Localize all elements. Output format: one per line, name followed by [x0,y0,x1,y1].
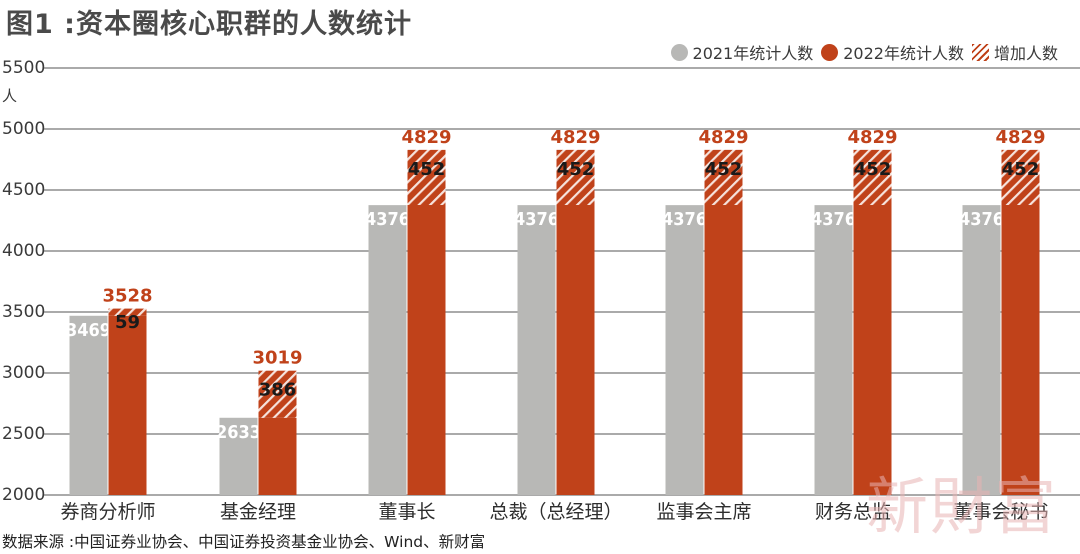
bar-increase [556,149,595,206]
legend-label-2022: 2022年统计人数 [843,44,964,63]
value-label-increase: 452 [1002,159,1040,180]
category-label: 券商分析师 [60,501,155,523]
y-tick-label: 4500 [2,180,45,200]
source-note: 数据来源 :中国证券业协会、中国证券投资基金业协会、Wind、新财富 [2,533,486,551]
legend-swatch-increase [971,43,989,61]
legend-item-2021: 2021年统计人数 [670,40,814,64]
category-label: 董事会秘书 [953,501,1048,523]
legend-label-2021: 2021年统计人数 [692,44,814,63]
value-label-2022: 4829 [847,127,897,148]
legend-item-increase: 增加人数 [971,40,1058,64]
y-tick-label: 5000 [2,119,45,139]
bar-2021 [962,205,1001,496]
bar-2022 [407,205,446,496]
bar-2021 [814,205,853,496]
category-label: 董事长 [378,501,435,523]
value-label-increase: 452 [854,159,892,180]
category-label: 财务总监 [815,501,891,523]
value-label-2022: 3019 [252,348,302,369]
y-axis-unit-label: 人 [2,87,17,105]
bar-increase [1001,149,1040,206]
bar-2021 [665,205,704,496]
value-label-2021: 4376 [662,209,707,230]
value-label-2021: 4376 [514,209,559,230]
y-tick-label: 3000 [2,363,45,383]
y-tick-label: 5500 [2,58,45,78]
value-label-2021: 2633 [216,422,261,443]
category-label: 监事会主席 [656,501,751,523]
value-label-2022: 3528 [102,286,152,307]
legend-label-increase: 增加人数 [993,44,1058,63]
value-label-2022: 4829 [698,127,748,148]
bar-increase [108,308,147,316]
value-label-increase: 452 [705,159,743,180]
chart-title: 图1 :资本圈核心职群的人数统计 [6,9,412,40]
category-label: 基金经理 [220,501,296,523]
bar-2022 [1001,205,1040,496]
value-label-increase: 452 [557,159,595,180]
bar-increase [704,149,743,206]
value-label-2022: 4829 [401,127,451,148]
bar-increase [853,149,892,206]
bar-2022 [108,315,147,495]
bar-2021 [219,417,258,495]
value-label-increase: 452 [408,159,446,180]
legend-swatch-2022 [821,43,839,61]
bar-increase [407,149,446,206]
y-tick-label: 2500 [2,424,45,444]
y-tick-label: 4000 [2,241,45,261]
value-label-2021: 4376 [959,209,1004,230]
bar-2022 [704,205,743,496]
watermark-logo: 新財富 [865,470,1058,543]
value-label-increase: 59 [115,312,140,333]
bar-2022 [258,417,297,495]
value-label-2022: 4829 [550,127,600,148]
bar-increase [258,370,297,418]
y-tick-label: 3500 [2,302,45,322]
bar-2022 [556,205,595,496]
value-label-2022: 4829 [995,127,1045,148]
legend-item-2022: 2022年统计人数 [821,40,964,64]
legend-swatch-2021 [670,43,688,61]
value-label-increase: 386 [259,380,297,401]
bar-2022 [853,205,892,496]
category-label: 总裁（总经理） [489,501,622,523]
y-tick-label: 2000 [2,485,45,505]
chart-legend: 2021年统计人数 2022年统计人数 增加人数 [670,40,1058,64]
value-label-2021: 4376 [811,209,856,230]
bar-2021 [517,205,556,496]
value-label-2021: 3469 [66,320,111,341]
bar-2021 [69,315,108,495]
bar-2021 [368,205,407,496]
value-label-2021: 4376 [365,209,410,230]
